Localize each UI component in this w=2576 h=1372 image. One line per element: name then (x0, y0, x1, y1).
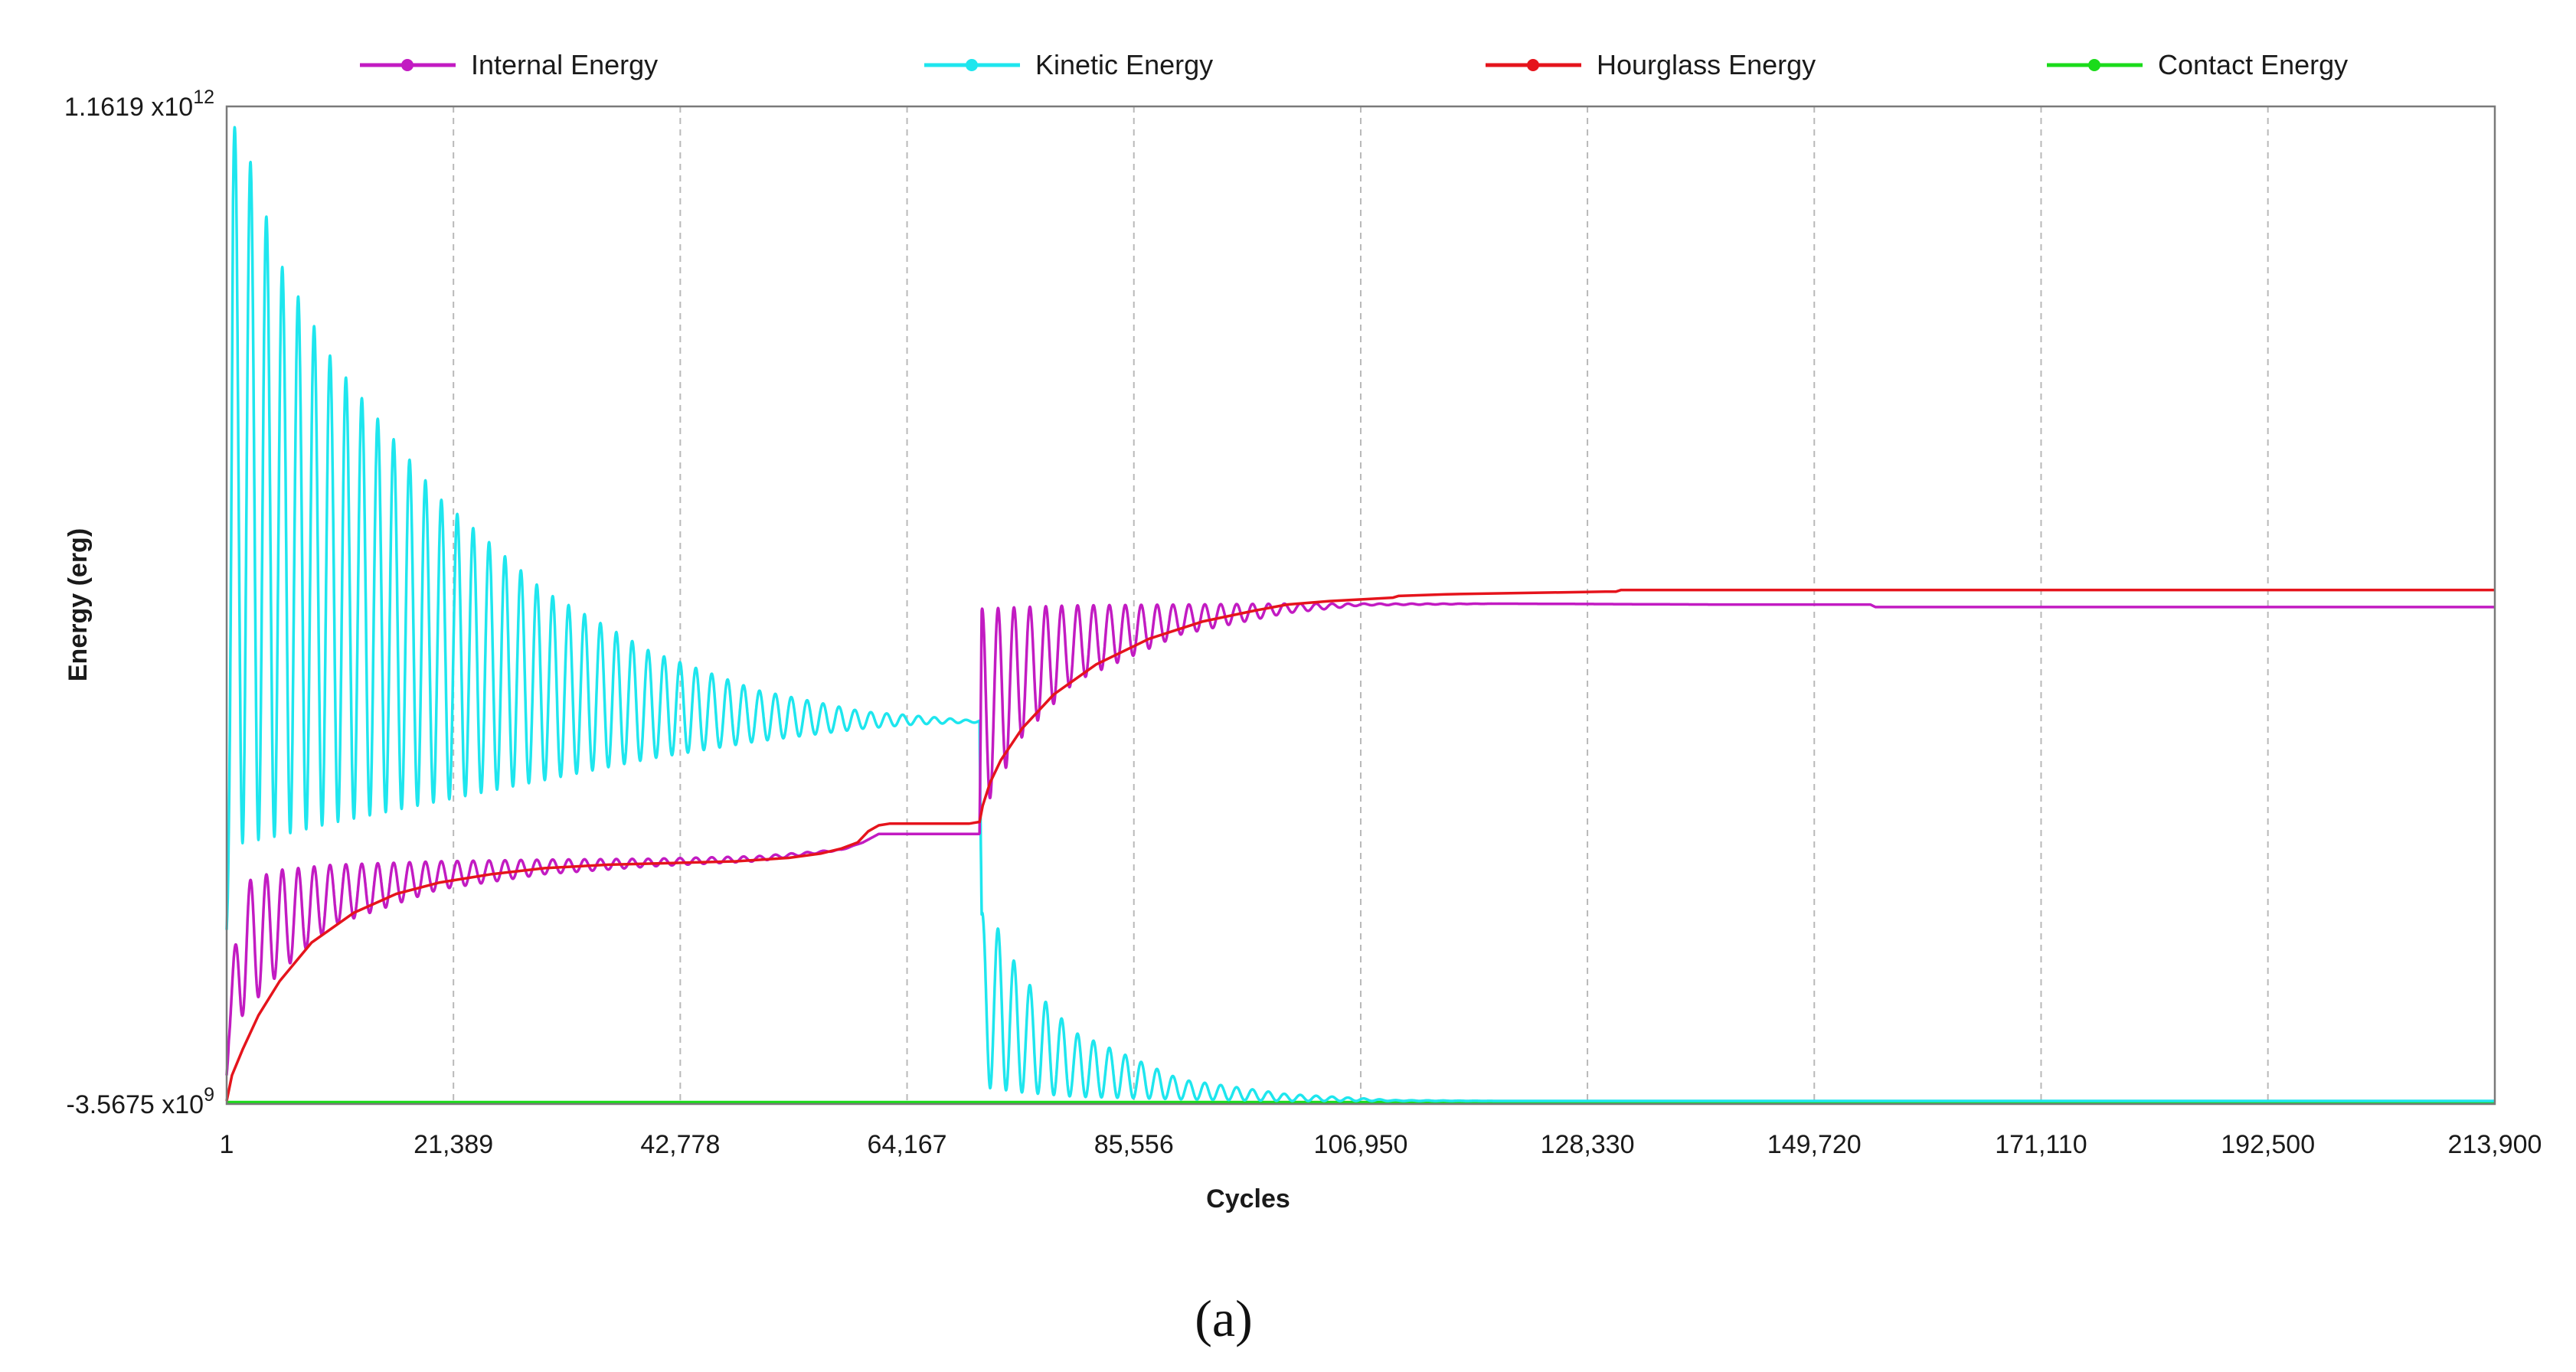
y-tick-exponent: 9 (204, 1084, 214, 1106)
x-tick-label: 213,900 (2448, 1130, 2542, 1159)
legend-label-internal-energy: Internal Energy (471, 49, 658, 80)
series-line-hourglass-energy (225, 588, 2495, 1102)
x-tick-label: 21,389 (414, 1130, 493, 1159)
series-layer (225, 126, 2496, 1105)
x-tick-label: 85,556 (1094, 1130, 1174, 1159)
x-tick-label: 128,330 (1541, 1130, 1635, 1159)
legend-label-hourglass-energy: Hourglass Energy (1597, 49, 1816, 80)
x-tick-label: 42,778 (640, 1130, 720, 1159)
y-tick-mantissa: -3.5675 x10 (67, 1090, 204, 1119)
legend-marker-hourglass-energy (1527, 59, 1539, 71)
legend-marker-internal-energy (401, 59, 414, 71)
y-tick-exponent: 12 (193, 87, 214, 108)
legend-label-kinetic-energy: Kinetic Energy (1035, 49, 1213, 80)
y-tick-label: -3.5675 x109 (67, 1084, 215, 1119)
legend: Internal Energy Kinetic Energy Hourglass E… (360, 49, 2348, 80)
x-tick-label: 106,950 (1314, 1130, 1408, 1159)
figure-caption: (a) (1195, 1289, 1252, 1348)
y-axis-title: Energy (erg) (64, 528, 93, 681)
legend-marker-contact-energy (2088, 59, 2100, 71)
y-tick-label: 1.1619 x1012 (64, 87, 214, 122)
x-tick-label: 192,500 (2221, 1130, 2315, 1159)
x-tick-label: 171,110 (1995, 1130, 2087, 1159)
series-line-kinetic-energy (225, 126, 2496, 1102)
x-tick-label: 149,720 (1767, 1130, 1862, 1159)
x-tick-label: 64,167 (868, 1130, 947, 1159)
plot-area-frame (225, 105, 2496, 1106)
x-axis-title: Cycles (1206, 1184, 1290, 1214)
legend-marker-kinetic-energy (966, 59, 978, 71)
y-tick-labels: 1.1619 x1012 -3.5675 x109 (64, 87, 214, 1119)
legend-label-contact-energy: Contact Energy (2158, 49, 2348, 80)
x-tick-labels: 1 21,389 42,778 64,167 85,556 106,950 128,330 1… (220, 1130, 2542, 1159)
y-tick-mantissa: 1.1619 x10 (64, 93, 193, 122)
x-tick-label: 1 (220, 1130, 234, 1159)
